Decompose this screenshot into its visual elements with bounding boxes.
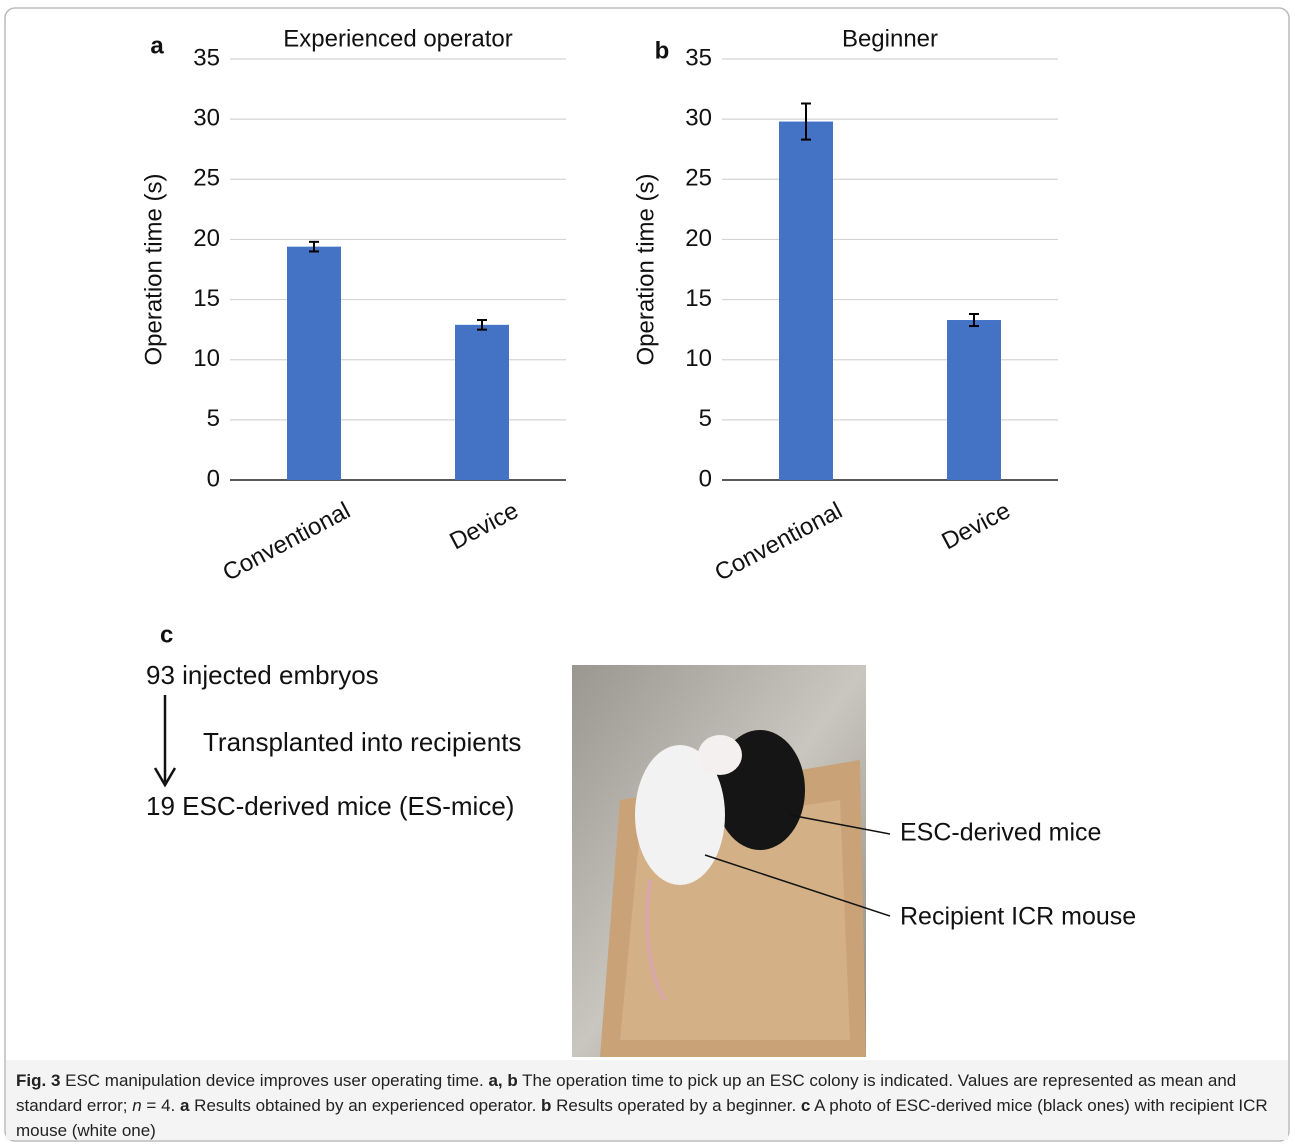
y-tick-label: 25 [685,165,712,192]
flow-start: 93 injected embryos [146,660,379,690]
y-tick-label: 35 [193,44,220,71]
photo-label: ESC-derived mice [900,819,1101,847]
y-tick-label: 5 [207,405,220,432]
chart-title: Beginner [842,25,938,52]
photo-label: Recipient ICR mouse [900,903,1136,931]
bar [779,122,833,480]
y-tick-label: 10 [685,345,712,372]
y-tick-label: 30 [193,104,220,131]
x-tick-label: Conventional [218,497,354,587]
y-axis-label: Operation time (s) [632,173,659,365]
caption-text: Fig. 3 [16,1071,60,1090]
figure: a Experienced operator Operation time (s) 0… [0,0,1295,1147]
bar [947,320,1001,480]
caption-text: Results operated by a beginner. [551,1096,801,1115]
bar [455,325,509,480]
caption-text: = 4. [142,1096,180,1115]
panel-label: c [160,621,173,648]
flow-end: 19 ESC-derived mice (ES-mice) [146,791,514,821]
y-tick-label: 25 [193,165,220,192]
photo [572,665,866,1057]
bar [287,247,341,480]
y-tick-label: 20 [685,225,712,252]
caption-text: c [801,1096,810,1115]
y-tick-label: 15 [685,285,712,312]
x-tick-label: Device [445,497,522,555]
y-tick-label: 5 [699,405,712,432]
x-tick-label: Device [937,497,1014,555]
x-tick-label: Conventional [710,497,846,587]
y-tick-label: 20 [193,225,220,252]
caption: Fig. 3 ESC manipulation device improves … [16,1068,1278,1143]
panel-label: a [150,32,164,59]
caption-text: n [132,1096,141,1115]
flow-step: Transplanted into recipients [203,727,521,757]
y-tick-label: 35 [685,44,712,71]
y-tick-label: 15 [193,285,220,312]
y-tick-label: 0 [207,465,220,492]
caption-text: Results obtained by an experienced opera… [189,1096,541,1115]
caption-text: b [541,1096,551,1115]
caption-text: ESC manipulation device improves user op… [60,1071,488,1090]
y-tick-label: 30 [685,104,712,131]
y-tick-label: 0 [699,465,712,492]
caption-text: a, b [488,1071,517,1090]
page: a Experienced operator Operation time (s) 0… [0,0,1295,1147]
y-tick-label: 10 [193,345,220,372]
y-axis-label: Operation time (s) [140,173,167,365]
panel-label: b [655,37,670,64]
chart-title: Experienced operator [283,25,512,52]
charts: a Experienced operator Operation time (s) 0… [140,25,1058,586]
